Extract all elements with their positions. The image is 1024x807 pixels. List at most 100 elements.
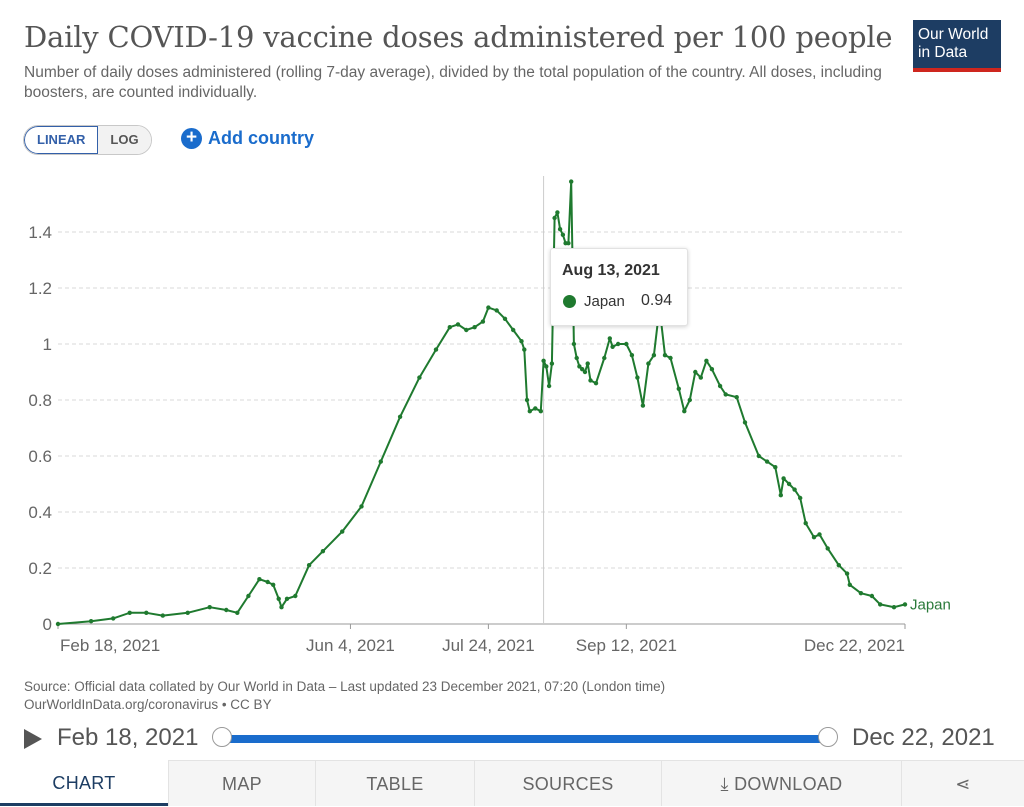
timeline-end-handle[interactable] (818, 727, 838, 747)
data-point (786, 481, 792, 487)
data-point (544, 364, 549, 369)
x-tick-label: Jun 4, 2021 (306, 636, 395, 655)
data-point (778, 493, 783, 498)
data-point (265, 579, 270, 585)
timeline-end-label: Dec 22, 2021 (852, 724, 995, 751)
data-point (486, 305, 491, 310)
data-point (527, 409, 532, 414)
data-point (844, 571, 850, 576)
data-point (433, 347, 439, 352)
source-line-1: Source: Official data collated by Our Wo… (24, 679, 666, 694)
data-point (878, 602, 883, 607)
tab-download[interactable]: ⤓ DOWNLOAD (661, 760, 901, 806)
line-chart[interactable]: 0 0.2 0.4 0.6 0.8 1 1.2 1.4 Feb 18, 2021 Jun 4, … (0, 160, 1024, 660)
data-point (580, 367, 585, 372)
data-point (546, 383, 552, 389)
y-tick-label: 1 (43, 335, 52, 354)
add-country-label: Add country (208, 128, 314, 148)
data-point (798, 495, 803, 501)
timeline-start-handle[interactable] (212, 727, 232, 747)
data-point (571, 341, 577, 347)
data-point (560, 232, 566, 237)
add-country-button[interactable]: + Add country (181, 128, 314, 149)
data-point (811, 535, 817, 540)
data-point (541, 358, 546, 363)
data-point (271, 582, 276, 587)
data-point (585, 361, 590, 366)
data-point (693, 369, 698, 375)
data-point (522, 347, 527, 352)
data-point (447, 325, 452, 330)
scale-toggle: LINEAR LOG (23, 125, 152, 155)
tooltip-value: 0.94 (641, 292, 673, 309)
data-point (698, 375, 703, 380)
data-point (602, 355, 607, 361)
x-axis-ticks: Feb 18, 2021 Jun 4, 2021 Jul 24, 2021 Sep 1… (57, 624, 906, 655)
x-tick-label: Sep 12, 2021 (576, 636, 677, 655)
data-point (646, 361, 651, 366)
data-point (858, 591, 864, 596)
data-point (480, 319, 486, 324)
data-point (607, 336, 612, 341)
data-point (144, 610, 149, 615)
data-point (160, 613, 165, 618)
tooltip: Aug 13, 2021 Japan 0.94 (550, 248, 688, 326)
x-tick-label: Dec 22, 2021 (804, 636, 905, 655)
data-point (524, 397, 530, 403)
linear-scale-button[interactable]: LINEAR (24, 126, 99, 154)
data-point (55, 621, 61, 627)
data-point (781, 476, 786, 481)
data-point (569, 179, 574, 184)
tab-table[interactable]: TABLE (315, 760, 474, 806)
data-point (792, 487, 797, 492)
data-point (127, 610, 132, 615)
data-point (276, 596, 281, 601)
data-point (552, 215, 557, 221)
data-point (593, 381, 599, 386)
data-point (662, 353, 668, 358)
data-point (533, 406, 538, 411)
tab-chart[interactable]: CHART (0, 760, 168, 806)
data-point (574, 355, 579, 361)
data-point (803, 521, 808, 526)
data-point (257, 577, 262, 582)
data-point (464, 327, 469, 333)
series-japan (55, 179, 908, 627)
data-point (668, 355, 673, 361)
data-point (88, 619, 94, 624)
y-tick-label: 0.4 (28, 503, 52, 522)
tab-map[interactable]: MAP (168, 760, 315, 806)
data-point (615, 341, 621, 347)
data-point (224, 607, 229, 613)
data-point (472, 325, 477, 330)
data-point (557, 227, 563, 232)
data-point (359, 504, 364, 509)
y-tick-label: 1.2 (28, 279, 52, 298)
data-point (284, 596, 290, 601)
data-point (902, 602, 908, 607)
x-tick-label: Jul 24, 2021 (442, 636, 535, 655)
data-point (577, 364, 582, 369)
log-scale-button[interactable]: LOG (98, 126, 151, 154)
tab-share[interactable]: ⋖ (901, 760, 1024, 806)
data-point (817, 532, 822, 537)
plus-icon: + (181, 128, 202, 149)
owid-logo[interactable]: Our World in Data (913, 20, 1001, 72)
timeline-start-label: Feb 18, 2021 (57, 724, 199, 751)
data-point (502, 316, 508, 321)
timeline-track[interactable] (222, 735, 829, 743)
data-point (397, 414, 403, 419)
logo-line-1: Our World (918, 26, 989, 43)
play-icon[interactable] (24, 729, 42, 749)
source-note: Source: Official data collated by Our Wo… (24, 678, 665, 714)
timeline: Feb 18, 2021 Dec 22, 2021 (0, 722, 1024, 756)
y-axis-ticks: 0 0.2 0.4 0.6 0.8 1 1.2 1.4 (28, 223, 52, 634)
data-point (717, 383, 723, 389)
source-line-2[interactable]: OurWorldInData.org/coronavirus • CC BY (24, 697, 272, 712)
y-tick-label: 0.8 (28, 391, 52, 410)
tooltip-series-name: Japan (584, 293, 625, 310)
data-point (417, 375, 422, 380)
tab-sources[interactable]: SOURCES (474, 760, 661, 806)
data-point (635, 375, 640, 380)
data-point (891, 605, 897, 610)
